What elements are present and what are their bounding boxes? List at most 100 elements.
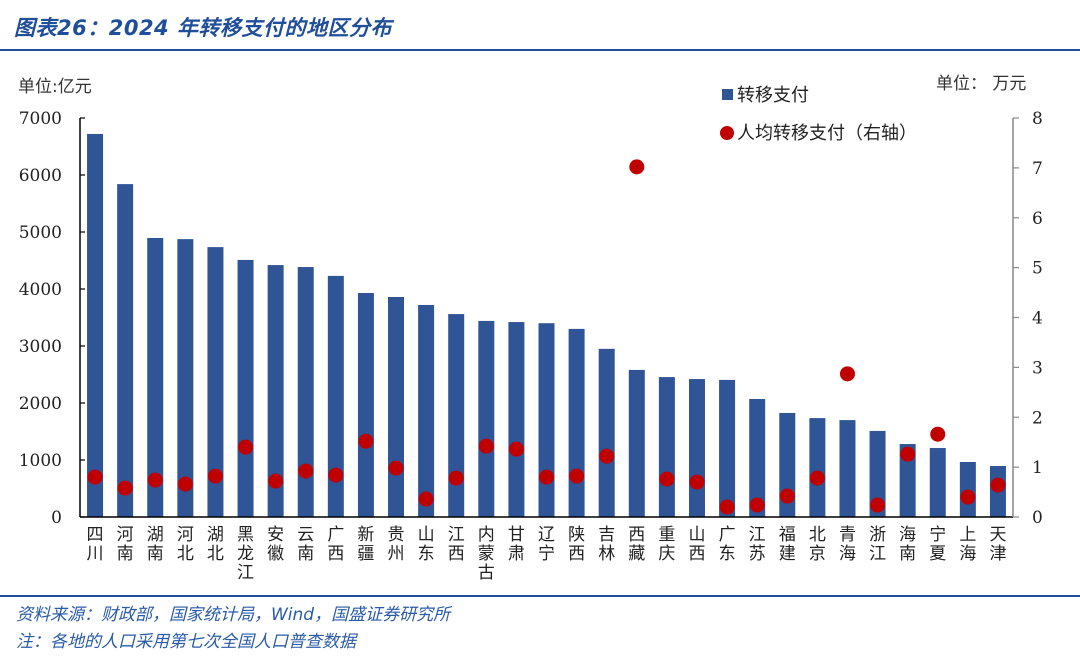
dot (508, 441, 524, 457)
chart-plot: 0 1000 2000 3000 4000 5000 6000 7000 0 1 2 3 4 5 6 7 8 四… (19, 85, 1043, 583)
y-tick-label: 0 (51, 508, 62, 528)
bar (568, 328, 585, 517)
x-tick-label: 海 (899, 525, 916, 545)
x-tick-label: 西 (628, 525, 645, 545)
bar-series (87, 133, 1006, 518)
bar (147, 237, 164, 518)
y-tick-label: 3000 (19, 337, 62, 357)
x-tick-label: 新 (357, 525, 374, 545)
x-tick-label: 安 (267, 525, 284, 545)
bar (688, 379, 705, 517)
bar (869, 430, 886, 517)
dot (870, 497, 886, 513)
y2-tick-label: 7 (1032, 159, 1043, 179)
dot (358, 433, 374, 449)
y-tick-label: 5000 (19, 223, 62, 243)
y-tick-label: 6000 (19, 166, 62, 186)
x-tick-label: 湖 (147, 525, 164, 545)
dot (569, 468, 585, 484)
bar (628, 369, 645, 517)
x-tick-label: 辽 (538, 525, 555, 545)
x-tick-label: 宁 (538, 544, 555, 564)
x-tick-label: 河 (177, 525, 194, 545)
x-tick-label: 古 (478, 563, 495, 583)
bar (418, 304, 435, 517)
x-tick-label: 疆 (357, 544, 374, 564)
x-tick-label: 州 (388, 544, 405, 564)
x-tick-label: 西 (327, 544, 344, 564)
legend-bar-label: 转移支付 (737, 85, 809, 106)
x-tick-label: 南 (899, 544, 916, 564)
y2-tick-label: 3 (1032, 358, 1043, 378)
x-tick-label: 北 (207, 544, 224, 564)
legend-dot-swatch-icon (720, 126, 734, 140)
x-tick-label: 福 (779, 525, 796, 545)
x-tick-label: 上 (959, 525, 976, 545)
dot (629, 159, 645, 175)
bar (117, 184, 134, 517)
x-tick-label: 肃 (508, 544, 525, 564)
y2-tick-label: 8 (1032, 109, 1043, 129)
x-tick-label: 龙 (237, 544, 254, 564)
dot (147, 472, 163, 488)
bar (267, 265, 284, 517)
x-tick-label: 海 (839, 544, 856, 564)
x-tick-label: 甘 (508, 525, 525, 545)
dot (719, 499, 735, 515)
x-tick-label: 江 (869, 544, 886, 564)
x-tick-label: 建 (779, 544, 796, 564)
left-axis-unit: 单位:亿元 (18, 77, 92, 97)
bar (357, 292, 374, 517)
x-tick-label: 四 (87, 525, 104, 545)
right-axis-unit: 单位： 万元 (936, 74, 1027, 94)
axes: 0 1000 2000 3000 4000 5000 6000 7000 0 1 2 3 4 5 6 7 8 (19, 109, 1043, 528)
title-divider (0, 49, 1080, 51)
bar (658, 377, 675, 517)
x-tick-label: 重 (658, 525, 675, 545)
x-tick-label: 江 (237, 563, 254, 583)
x-tick-label: 陕 (568, 525, 585, 545)
bar (177, 239, 194, 517)
y-tick-label: 1000 (19, 451, 62, 471)
x-tick-label: 贵 (388, 525, 405, 545)
dot (659, 471, 675, 487)
dot (779, 488, 795, 504)
y-tick-label: 2000 (19, 394, 62, 414)
dot (599, 448, 615, 464)
x-tick-label: 浙 (869, 525, 886, 545)
x-tick-label: 林 (598, 544, 615, 564)
bar (237, 259, 254, 517)
x-tick-label: 东 (719, 544, 736, 564)
dot (448, 470, 464, 486)
x-tick-label: 西 (568, 544, 585, 564)
x-tick-label: 江 (448, 525, 465, 545)
population-note: 注：各地的人口采用第七次全国人口普查数据 (16, 632, 356, 652)
x-tick-label: 京 (809, 544, 826, 564)
x-tick-label: 南 (297, 544, 314, 564)
dot (900, 446, 916, 462)
dot (177, 476, 193, 492)
y2-tick-label: 0 (1032, 508, 1043, 528)
dot (418, 491, 434, 507)
x-tick-label: 庆 (658, 544, 675, 564)
x-tick-label: 广 (719, 525, 736, 545)
x-tick-label: 津 (989, 544, 1006, 564)
x-tick-label: 苏 (749, 544, 766, 564)
dot (87, 469, 103, 485)
dot (689, 474, 705, 490)
dot-series (87, 159, 1006, 515)
x-tick-label: 内 (478, 525, 495, 545)
dot (388, 460, 404, 476)
bar (719, 379, 736, 517)
x-tick-label: 黑 (237, 525, 254, 545)
x-tick-label: 藏 (628, 544, 645, 564)
x-tick-label: 海 (959, 544, 976, 564)
x-tick-label: 湖 (207, 525, 224, 545)
dot (268, 473, 284, 489)
x-tick-label: 川 (87, 544, 104, 564)
dot (117, 480, 133, 496)
legend-bar-swatch-icon (722, 89, 733, 100)
y2-tick-label: 2 (1032, 408, 1043, 428)
x-tick-label: 河 (117, 525, 134, 545)
bar (929, 448, 946, 517)
